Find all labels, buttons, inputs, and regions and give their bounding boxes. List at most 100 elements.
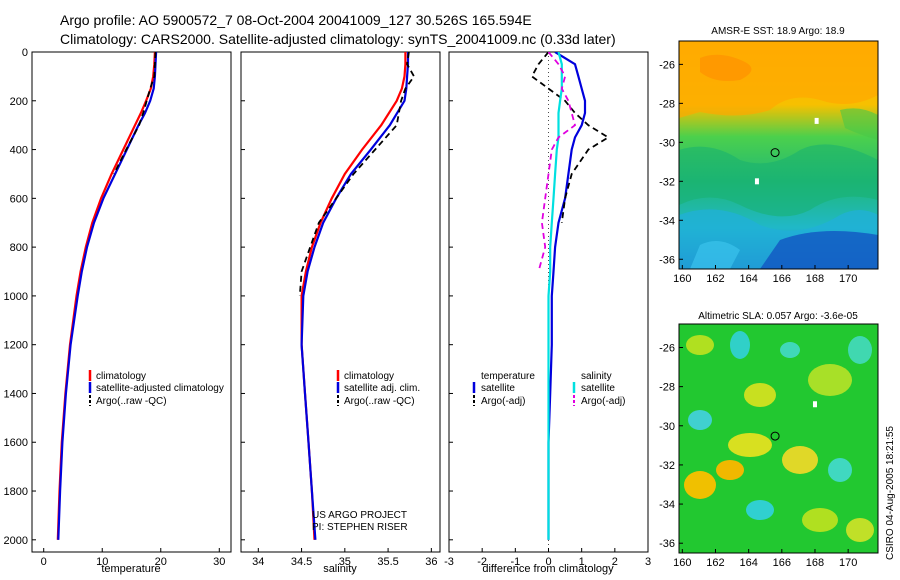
map-x-tick-label: 166: [773, 273, 791, 285]
header-line-1: Argo profile: AO 5900572_7 08-Oct-2004 2…: [60, 12, 532, 28]
map-x-tick-label: 164: [739, 557, 757, 569]
x-tick-label: 1: [579, 556, 585, 568]
x-tick-label: -1: [510, 556, 520, 568]
map-x-tick-label: 164: [739, 273, 757, 285]
series-line-salinity-satellite: [547, 52, 563, 540]
map-y-tick-label: -32: [659, 176, 675, 188]
x-tick-label: 2: [612, 556, 618, 568]
white-marker: [754, 178, 759, 185]
x-tick-label: 35.5: [377, 556, 398, 568]
legend-label-temp-satellite: satellite: [481, 383, 515, 394]
series-line-argo-raw-qc: [113, 52, 157, 175]
x-tick-label: 36: [425, 556, 437, 568]
x-tick-label: -3: [444, 556, 454, 568]
y-tick-label: 1600: [4, 437, 28, 449]
temperature-axis-label: temperature: [101, 563, 160, 575]
legend-title-temperature: temperature: [481, 371, 535, 382]
map-y-tick-label: -30: [659, 137, 675, 149]
map-x-tick-label: 160: [673, 273, 691, 285]
difference-series: [530, 52, 610, 540]
y-tick-label: 800: [10, 242, 28, 254]
x-tick-label: 34.5: [291, 556, 312, 568]
legend-title-salinity: salinity: [581, 371, 612, 382]
x-tick-label: 0: [41, 556, 47, 568]
y-tick-label: 1400: [4, 388, 28, 400]
map-y-tick-label: -36: [659, 538, 675, 550]
header-line-2: Climatology: CARS2000. Satellite-adjuste…: [60, 31, 616, 47]
salinity-panel: [240, 51, 441, 553]
temperature-panel: [31, 51, 232, 553]
map-x-tick-label: 160: [673, 557, 691, 569]
x-tick-label: 34: [252, 556, 264, 568]
map-x-tick-label: 170: [839, 273, 857, 285]
map-x-tick-label: 170: [839, 557, 857, 569]
series-line-temperature-satellite: [547, 52, 587, 540]
series-line-satellite-adj-clim: [300, 52, 410, 540]
legend-label-temp-argo: Argo(-adj): [481, 396, 525, 407]
x-tick-label: 35: [339, 556, 351, 568]
legend-label-argo: Argo(..raw -QC): [96, 396, 167, 407]
temperature-series: [56, 52, 158, 540]
map-y-tick-label: -30: [659, 421, 675, 433]
y-tick-label: 1200: [4, 340, 28, 352]
project-annotation: US ARGO PROJECT: [312, 510, 407, 521]
x-tick-label: 20: [155, 556, 167, 568]
x-tick-label: 0: [545, 556, 551, 568]
map-x-tick-label: 162: [706, 557, 724, 569]
profile-location-marker: [770, 431, 780, 441]
x-tick-label: -2: [477, 556, 487, 568]
pi-annotation: PI: STEPHEN RISER: [312, 522, 408, 533]
temperature-legend: climatology satellite-adjusted climatolo…: [88, 370, 224, 407]
y-tick-label: 2000: [4, 535, 28, 547]
y-tick-label: 0: [22, 47, 28, 59]
legend-label-sal-satellite: satellite: [581, 383, 615, 394]
legend-label-sal-argo: Argo(-adj): [581, 396, 625, 407]
salinity-series: [298, 52, 416, 540]
x-tick-label: 30: [213, 556, 225, 568]
salinity-axis-label: salinity: [323, 563, 357, 575]
series-line-climatology: [56, 52, 156, 540]
legend-label-climatology: climatology: [344, 371, 394, 382]
legend-label-climatology: climatology: [96, 371, 146, 382]
series-line-temperature-argo-adj: [530, 52, 610, 223]
white-marker: [814, 117, 819, 124]
map-x-tick-label: 166: [773, 557, 791, 569]
y-tick-label: 1800: [4, 486, 28, 498]
y-tick-label: 200: [10, 96, 28, 108]
map-x-tick-label: 162: [706, 273, 724, 285]
series-line-satellite-adjusted-climatology: [57, 52, 158, 540]
map-y-tick-label: -34: [659, 499, 675, 511]
map-y-tick-label: -26: [659, 59, 675, 71]
y-tick-label: 1000: [4, 291, 28, 303]
white-marker: [812, 401, 817, 408]
difference-x-axis: -3 -2 -1 0 1 2 3: [444, 548, 651, 568]
difference-axis-label: difference from climatology: [482, 563, 614, 575]
salinity-x-axis: 34 34.5 35 35.5 36: [252, 548, 437, 568]
series-line-argo-raw-qc: [298, 52, 416, 296]
map-y-tick-label: -28: [659, 98, 675, 110]
salinity-legend: climatology satellite adj. clim. Argo(..…: [336, 370, 420, 407]
sst-map-field: [679, 41, 878, 269]
sst-map-axes: 160 162 164 166 168 170 -26 -28 -30 -32 -34 -36: [659, 59, 857, 285]
difference-legend: temperature satellite Argo(-adj) salinit…: [472, 371, 625, 407]
sst-map-frame: [678, 40, 879, 270]
profile-location-marker: [770, 148, 780, 158]
depth-axis: 0 200 400 600 800 1000 1200 1400 1600 1800 2000: [4, 47, 453, 547]
sla-map-title: Altimetric SLA: 0.057 Argo: -3.6e-05: [698, 311, 858, 322]
sla-map-frame: [678, 323, 879, 554]
map-y-tick-label: -32: [659, 460, 675, 472]
legend-label-argo: Argo(..raw -QC): [344, 396, 415, 407]
sla-map-markers: [770, 401, 817, 441]
map-y-tick-label: -28: [659, 382, 675, 394]
map-y-tick-label: -26: [659, 342, 675, 354]
temperature-x-axis: 0 10 20 30: [41, 548, 225, 568]
y-tick-label: 600: [10, 193, 28, 205]
sst-map-markers: [754, 117, 819, 185]
x-tick-label: 10: [96, 556, 108, 568]
map-y-tick-label: -36: [659, 254, 675, 266]
y-tick-label: 400: [10, 145, 28, 157]
sla-map-axes: 160 162 164 166 168 170 -26 -28 -30 -32 -34 -36: [659, 342, 857, 569]
x-tick-label: 3: [645, 556, 651, 568]
series-line-salinity-argo-adj: [537, 52, 577, 272]
